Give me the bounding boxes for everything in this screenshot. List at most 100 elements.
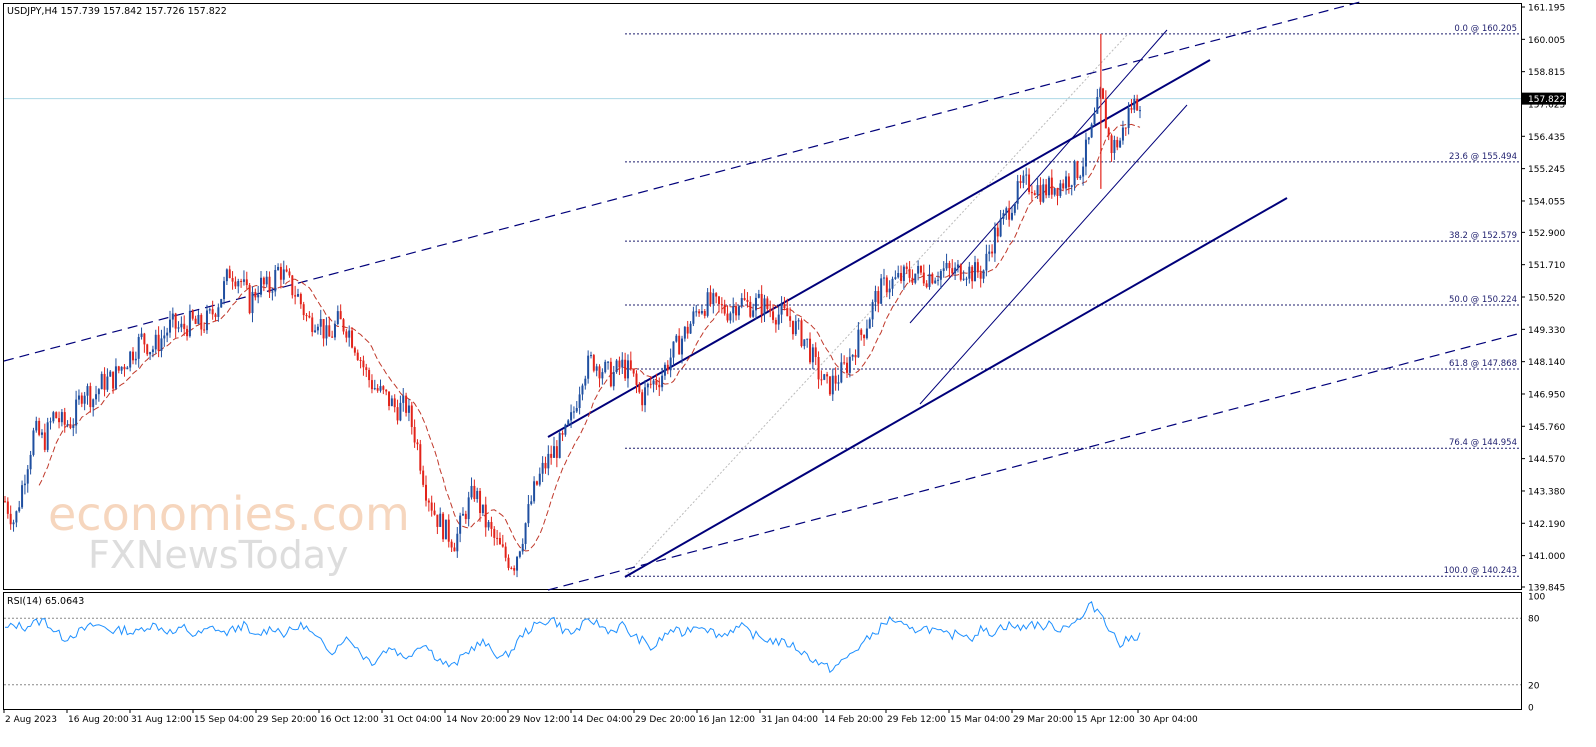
candle-body: [1127, 108, 1130, 128]
candle-body: [166, 332, 169, 336]
candle-body: [1116, 139, 1119, 148]
candle-body: [814, 347, 817, 358]
candle-body: [1042, 184, 1045, 202]
candle-body: [1053, 188, 1056, 195]
candle-body: [717, 296, 720, 305]
candle-body: [791, 320, 794, 335]
candle-body: [780, 304, 783, 315]
candle-body: [1039, 185, 1042, 202]
candle-body: [325, 325, 328, 339]
candle-body: [49, 421, 52, 423]
candle-body: [720, 304, 723, 306]
candle-body: [302, 304, 305, 316]
candle-body: [723, 304, 726, 314]
candle-body: [774, 319, 777, 325]
candle-body: [268, 276, 271, 293]
candle-body: [689, 323, 692, 334]
candle-body: [484, 504, 487, 528]
candle-body: [956, 264, 959, 268]
candle-body: [760, 293, 763, 315]
candle-body: [23, 483, 26, 486]
candle-body: [390, 398, 393, 407]
candle-body: [601, 372, 604, 379]
candle-body: [305, 315, 308, 317]
candle-body: [968, 266, 971, 279]
main-channel-lower: [624, 197, 1288, 578]
candlesticks: [4, 33, 1141, 578]
candle-body: [954, 267, 957, 274]
candle-body: [126, 367, 129, 370]
candle-body: [794, 321, 797, 335]
candle-body: [1045, 184, 1048, 196]
candle-body: [55, 412, 58, 419]
candle-body: [504, 546, 507, 558]
candle-body: [1025, 174, 1028, 176]
current-price-label: 157.822: [1528, 95, 1565, 105]
candle-body: [97, 389, 100, 395]
candle-body: [459, 515, 462, 534]
candle-body: [422, 470, 425, 485]
candle-body: [353, 347, 356, 353]
candle-body: [550, 453, 553, 458]
candle-body: [496, 537, 499, 539]
candle-body: [894, 277, 897, 279]
price-tick-label: 150.520: [1528, 294, 1565, 304]
candle-body: [66, 424, 69, 426]
candle-body: [183, 323, 186, 329]
candle-body: [789, 316, 792, 321]
candle-body: [538, 473, 541, 485]
candle-body: [513, 568, 516, 571]
candle-body: [174, 313, 177, 329]
candle-body: [962, 278, 965, 280]
candle-body: [1107, 128, 1110, 136]
candle-body: [328, 325, 331, 337]
candle-body: [197, 314, 200, 324]
candle-body: [1070, 185, 1073, 187]
candle-body: [416, 442, 419, 445]
candle-body: [857, 329, 860, 358]
candle-body: [848, 356, 851, 373]
fib-anchor-line: [624, 33, 1129, 577]
candle-body: [624, 359, 627, 379]
candle-body: [1087, 137, 1090, 140]
candle-body: [1033, 193, 1036, 195]
current-price-badge: [1522, 92, 1566, 105]
price-tick-label: 139.845: [1528, 584, 1565, 594]
trendlines[interactable]: [3, 1, 1522, 591]
candle-body: [399, 402, 402, 421]
time-tick-label: 15 Apr 12:00: [1076, 715, 1135, 725]
candle-body: [715, 293, 718, 297]
candle-body: [359, 359, 362, 361]
candle-body: [46, 422, 49, 450]
candle-body: [991, 251, 994, 254]
candle-body: [737, 306, 740, 316]
candle-body: [638, 384, 641, 393]
candle-body: [837, 382, 840, 384]
candle-body: [974, 262, 977, 282]
candle-body: [129, 351, 132, 368]
candle-body: [257, 294, 260, 298]
candle-body: [447, 519, 450, 542]
candle-body: [592, 355, 595, 371]
candle-body: [661, 375, 664, 388]
candle-body: [507, 557, 510, 568]
candle-body: [1019, 181, 1022, 183]
candle-body: [322, 319, 325, 339]
candle-body: [567, 420, 570, 425]
fib-level-label: 50.0 @ 150.224: [1449, 295, 1517, 305]
candle-body: [1130, 108, 1133, 110]
candle-body: [194, 318, 197, 324]
watermark-fxnewstoday: FXNewsToday: [88, 533, 348, 577]
candle-body: [937, 279, 940, 281]
candle-body: [692, 311, 695, 324]
candle-body: [1121, 127, 1124, 141]
price-tick-label: 146.950: [1528, 390, 1565, 400]
candle-body: [288, 271, 291, 276]
price-tick-label: 142.190: [1528, 520, 1565, 530]
candle-body: [934, 280, 937, 284]
candle-body: [584, 378, 587, 386]
candle-body: [942, 268, 945, 271]
candle-body: [331, 336, 334, 338]
